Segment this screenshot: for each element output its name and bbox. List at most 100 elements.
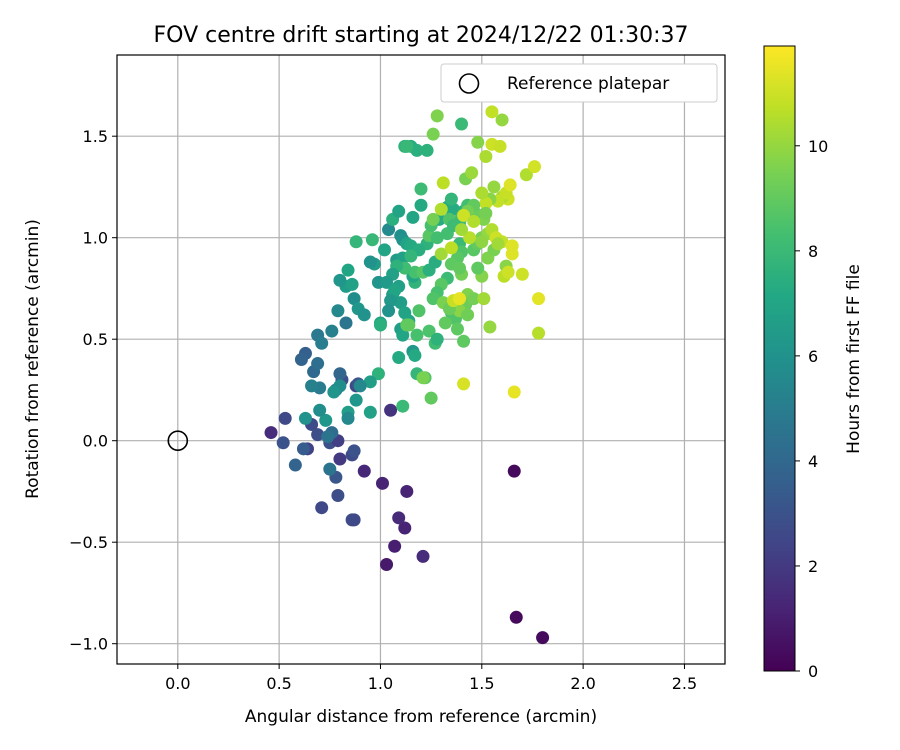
data-point	[491, 237, 505, 251]
data-point	[315, 501, 329, 515]
data-point	[339, 316, 353, 330]
y-tick-label: 0.0	[83, 432, 108, 451]
data-point	[410, 143, 424, 157]
data-point	[394, 296, 408, 310]
colorbar-tick-label: 0	[808, 662, 818, 681]
data-point	[495, 113, 509, 127]
data-point	[392, 350, 406, 364]
plot-frame	[116, 54, 726, 665]
x-axis-label: Angular distance from reference (arcmin)	[245, 707, 597, 727]
data-point	[444, 192, 458, 206]
data-point	[406, 210, 420, 224]
data-point	[347, 513, 361, 527]
data-point	[507, 464, 521, 478]
data-point	[333, 367, 347, 381]
data-point	[388, 539, 402, 553]
data-point	[467, 214, 481, 228]
data-point	[532, 326, 546, 340]
scatter-points	[264, 105, 550, 645]
data-point	[455, 223, 469, 237]
data-point	[434, 202, 448, 216]
colorbar-gradient	[763, 45, 796, 672]
data-point	[357, 464, 371, 478]
data-point	[430, 109, 444, 123]
data-point	[382, 304, 396, 318]
data-point	[426, 292, 440, 306]
legend-entry-label: Reference platepar	[507, 74, 669, 94]
data-point	[349, 393, 363, 407]
data-point	[331, 489, 345, 503]
data-point	[501, 265, 515, 279]
data-point	[450, 322, 464, 336]
data-point	[477, 292, 491, 306]
data-point	[375, 476, 389, 490]
data-point	[430, 332, 444, 346]
data-point	[325, 324, 339, 338]
data-point	[298, 411, 312, 425]
data-point	[471, 135, 485, 149]
data-point	[296, 442, 310, 456]
chart-title: FOV centre drift starting at 2024/12/22 …	[154, 23, 689, 48]
data-point	[347, 444, 361, 458]
data-point	[315, 336, 329, 350]
data-point	[353, 379, 367, 393]
data-point	[455, 117, 469, 131]
data-point	[323, 462, 337, 476]
data-point	[434, 247, 448, 261]
data-point	[396, 399, 410, 413]
data-point	[527, 160, 541, 174]
x-tick-label: 2.5	[672, 674, 697, 693]
data-point	[453, 261, 467, 275]
data-point	[487, 180, 501, 194]
data-point	[414, 198, 428, 212]
data-point	[384, 403, 398, 417]
data-point	[363, 375, 377, 389]
data-point	[416, 549, 430, 563]
data-point	[507, 385, 521, 399]
data-point	[333, 452, 347, 466]
colorbar-tick-label: 2	[808, 557, 818, 576]
colorbar-label: Hours from first FF file	[844, 264, 864, 454]
data-point	[426, 212, 440, 226]
data-point	[276, 436, 290, 450]
data-point	[536, 631, 550, 645]
data-point	[461, 308, 475, 322]
data-point	[357, 308, 371, 322]
data-point	[392, 204, 406, 218]
data-point	[408, 348, 422, 362]
data-point	[365, 233, 379, 247]
data-point	[416, 371, 430, 385]
legend-open-circle-marker	[458, 73, 480, 94]
data-point	[493, 139, 507, 153]
data-point	[388, 283, 402, 297]
data-point	[400, 139, 414, 153]
data-point	[371, 367, 385, 381]
data-point	[404, 249, 418, 263]
data-point	[288, 458, 302, 472]
data-point	[384, 294, 398, 308]
x-axis-ticks: 0.0 0.5 1.0 1.5 2.0 2.5	[165, 664, 697, 693]
data-point	[305, 379, 319, 393]
data-point	[380, 558, 394, 572]
data-point	[503, 178, 517, 192]
reference-platepar-marker	[167, 430, 189, 452]
y-axis-label: Rotation from reference (arcmin)	[23, 219, 43, 499]
data-point	[422, 324, 436, 338]
data-point	[327, 385, 341, 399]
data-point	[341, 411, 355, 425]
data-point	[311, 428, 325, 442]
data-point	[463, 231, 477, 245]
data-point	[515, 267, 529, 281]
data-point	[479, 196, 493, 210]
data-point	[264, 426, 278, 440]
data-point	[410, 328, 424, 342]
data-point	[311, 357, 325, 371]
colorbar: 0 2 4 6 8 10 Hours from first FF file	[763, 45, 864, 681]
y-tick-label: 1.5	[83, 127, 108, 146]
data-point	[331, 304, 345, 318]
data-point	[402, 318, 416, 332]
y-tick-label: 0.5	[83, 330, 108, 349]
data-point	[278, 411, 292, 425]
x-tick-label: 0.0	[165, 674, 190, 693]
